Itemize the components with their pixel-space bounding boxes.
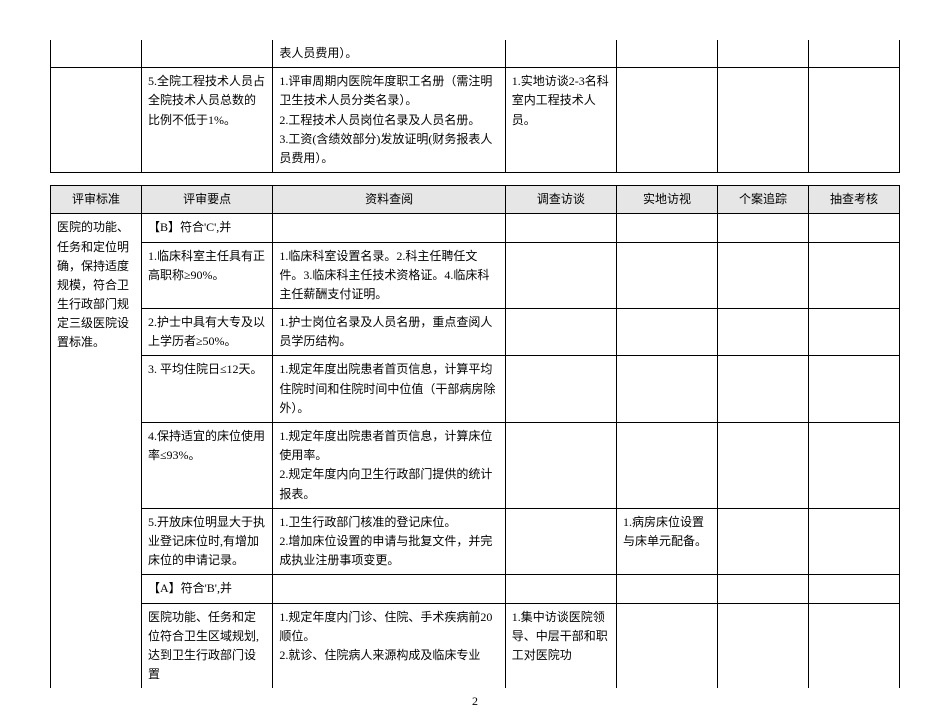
- cell: [273, 214, 505, 242]
- cell: [808, 356, 899, 423]
- col-header-interview: 调查访谈: [505, 186, 616, 214]
- cell: [808, 423, 899, 509]
- cell: [808, 603, 899, 688]
- table-row: 4.保持适宜的床位使用率≤93%。 1.规定年度出院患者首页信息，计算床位使用率…: [51, 423, 900, 509]
- cell: [505, 309, 616, 356]
- cell: [718, 356, 809, 423]
- col-header-visit: 实地访视: [616, 186, 717, 214]
- cell: [718, 242, 809, 309]
- cell: [718, 214, 809, 242]
- cell: [505, 423, 616, 509]
- cell: [505, 214, 616, 242]
- cell: [718, 423, 809, 509]
- cell: 1.集中访谈医院领导、中层干部和职工对医院功: [505, 603, 616, 688]
- cell: [808, 508, 899, 575]
- cell: [505, 508, 616, 575]
- cell: [808, 309, 899, 356]
- cell: [808, 214, 899, 242]
- col-header-standard: 评审标准: [51, 186, 142, 214]
- cell: [616, 423, 717, 509]
- table-row: 5.开放床位明显大于执业登记床位时,有增加床位的申请记录。 1.卫生行政部门核准…: [51, 508, 900, 575]
- cell: 1.评审周期内医院年度职工名册（需注明卫生技术人员分类名录）。2.工程技术人员岗…: [273, 68, 505, 173]
- cell: 4.保持适宜的床位使用率≤93%。: [141, 423, 272, 509]
- cell: [616, 356, 717, 423]
- cell: 1.卫生行政部门核准的登记床位。2.增加床位设置的申请与批复文件，并完成执业注册…: [273, 508, 505, 575]
- table-row: 表人员费用）。: [51, 40, 900, 68]
- table-row: 医院功能、任务和定位符合卫生区域规划,达到卫生行政部门设置 1.规定年度内门诊、…: [51, 603, 900, 688]
- cell: [273, 575, 505, 603]
- cell: [616, 603, 717, 688]
- cell: 【A】符合'B',并: [141, 575, 272, 603]
- cell: 表人员费用）。: [273, 40, 505, 68]
- standard-cell: 医院的功能、任务和定位明确，保持适度规模，符合卫生行政部门规定三级医院设置标准。: [51, 214, 142, 688]
- table-row: 【A】符合'B',并: [51, 575, 900, 603]
- cell: 3. 平均住院日≤12天。: [141, 356, 272, 423]
- cell: [718, 68, 809, 173]
- cell: [718, 309, 809, 356]
- table-row: 2.护士中具有大专及以上学历者≥50%。 1.护士岗位名录及人员名册，重点查阅人…: [51, 309, 900, 356]
- cell: [808, 575, 899, 603]
- cell: 1.规定年度出院患者首页信息，计算平均住院时间和住院时间中位值（干部病房除外）。: [273, 356, 505, 423]
- cell: [808, 242, 899, 309]
- col-header-case: 个案追踪: [718, 186, 809, 214]
- cell: [718, 603, 809, 688]
- cell: [505, 40, 616, 68]
- cell: [616, 214, 717, 242]
- cell: [718, 508, 809, 575]
- cell: [141, 40, 272, 68]
- cell: [616, 40, 717, 68]
- col-header-check: 抽查考核: [808, 186, 899, 214]
- col-header-docs: 资料查阅: [273, 186, 505, 214]
- cell: [51, 40, 142, 68]
- cell: [616, 309, 717, 356]
- review-table-fragment: 表人员费用）。 5.全院工程技术人员占全院技术人员总数的比例不低于1%。 1.评…: [50, 40, 900, 173]
- cell: [616, 242, 717, 309]
- cell: 2.护士中具有大专及以上学历者≥50%。: [141, 309, 272, 356]
- cell: 1.实地访谈2-3名科室内工程技术人员。: [505, 68, 616, 173]
- cell: [505, 356, 616, 423]
- cell: [505, 575, 616, 603]
- table-header-row: 评审标准 评审要点 资料查阅 调查访谈 实地访视 个案追踪 抽查考核: [51, 186, 900, 214]
- cell: 1.规定年度出院患者首页信息，计算床位使用率。2.规定年度内向卫生行政部门提供的…: [273, 423, 505, 509]
- col-header-points: 评审要点: [141, 186, 272, 214]
- cell: [718, 575, 809, 603]
- review-table-main: 评审标准 评审要点 资料查阅 调查访谈 实地访视 个案追踪 抽查考核 医院的功能…: [50, 185, 900, 688]
- cell: [616, 68, 717, 173]
- cell: [718, 40, 809, 68]
- cell: [505, 242, 616, 309]
- cell: 医院功能、任务和定位符合卫生区域规划,达到卫生行政部门设置: [141, 603, 272, 688]
- cell: 1.规定年度内门诊、住院、手术疾病前20顺位。2.就诊、住院病人来源构成及临床专…: [273, 603, 505, 688]
- cell: 1.临床科室设置名录。2.科主任聘任文件。3.临床科主任技术资格证。4.临床科主…: [273, 242, 505, 309]
- cell: 5.全院工程技术人员占全院技术人员总数的比例不低于1%。: [141, 68, 272, 173]
- cell: 5.开放床位明显大于执业登记床位时,有增加床位的申请记录。: [141, 508, 272, 575]
- cell: [616, 575, 717, 603]
- cell: [51, 68, 142, 173]
- table-row: 1.临床科室主任具有正高职称≥90%。 1.临床科室设置名录。2.科主任聘任文件…: [51, 242, 900, 309]
- table-row: 医院的功能、任务和定位明确，保持适度规模，符合卫生行政部门规定三级医院设置标准。…: [51, 214, 900, 242]
- cell: 1.护士岗位名录及人员名册，重点查阅人员学历结构。: [273, 309, 505, 356]
- cell: [808, 40, 899, 68]
- page-number: 2: [50, 694, 900, 709]
- cell: 1.病房床位设置与床单元配备。: [616, 508, 717, 575]
- cell: 1.临床科室主任具有正高职称≥90%。: [141, 242, 272, 309]
- table-row: 5.全院工程技术人员占全院技术人员总数的比例不低于1%。 1.评审周期内医院年度…: [51, 68, 900, 173]
- cell: 【B】符合'C',并: [141, 214, 272, 242]
- table-row: 3. 平均住院日≤12天。 1.规定年度出院患者首页信息，计算平均住院时间和住院…: [51, 356, 900, 423]
- cell: [808, 68, 899, 173]
